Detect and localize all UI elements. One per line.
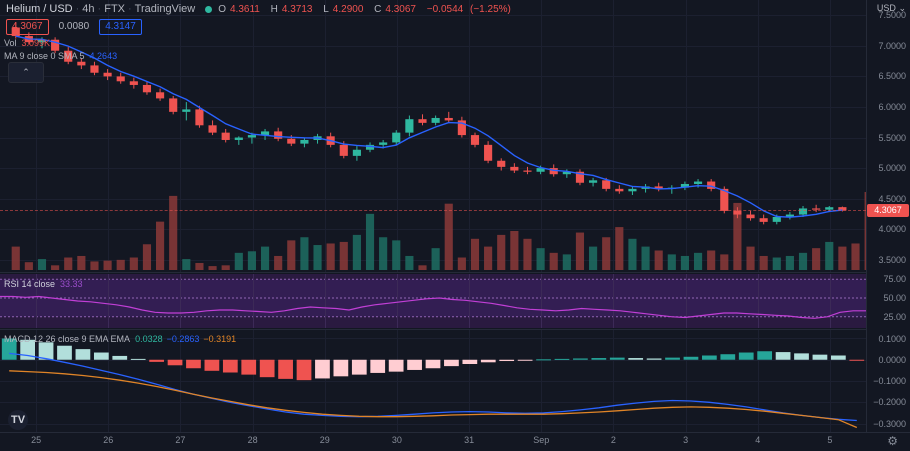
time-axis[interactable] (0, 432, 910, 451)
macd-tick: −0.1000 (873, 376, 906, 386)
pane-divider-macd (0, 329, 910, 330)
ohlc-open-key: O (218, 3, 226, 15)
axis-divider (866, 0, 867, 432)
ohlc-low-key: L (323, 3, 329, 15)
collapse-pane-button[interactable]: ⌃ (8, 62, 44, 83)
price-tick: 4.5000 (878, 193, 906, 204)
time-axis-divider (0, 432, 910, 433)
price-badges: 4.3067 0.0080 4.3147 (6, 19, 142, 35)
time-tick: 26 (103, 435, 114, 445)
title-sep-3: · (128, 3, 132, 15)
badge-high[interactable]: 4.3147 (99, 19, 142, 35)
price-tick: 5.5000 (878, 132, 906, 143)
time-tick: 29 (319, 435, 330, 445)
price-tick: 4.0000 (878, 224, 906, 235)
gear-icon[interactable]: ⚙ (887, 434, 898, 448)
macd-legend-signal: −0.3191 (203, 334, 237, 344)
ohlc-close-value: 4.3067 (385, 3, 416, 15)
exchange-label[interactable]: FTX (104, 3, 125, 15)
ohlc-open-value: 4.3611 (230, 3, 260, 15)
time-tick: 28 (247, 435, 258, 445)
rsi-tick: 50.00 (883, 293, 906, 303)
tradingview-logo[interactable]: TV (8, 410, 28, 430)
macd-tick: −0.3000 (873, 418, 906, 429)
time-tick: 30 (391, 435, 402, 445)
title-sep-2: · (97, 3, 102, 15)
macd-legend-hist: 0.0328 (135, 334, 163, 344)
macd-tick: −0.2000 (873, 397, 906, 408)
macd-legend-line: −0.2863 (166, 334, 200, 344)
rsi-tick: 75.00 (883, 274, 906, 285)
rsi-legend[interactable]: RSI 14 close 33.33 (4, 279, 83, 289)
ohlc-change-pct: (−1.25%) (470, 3, 511, 15)
ma-legend-value: 4.2643 (89, 51, 118, 61)
chevron-down-icon: ⌄ (898, 3, 906, 13)
price-tick: 5.0000 (878, 163, 906, 174)
macd-tick: 0.1000 (878, 333, 906, 344)
badge-mid[interactable]: 0.0080 (58, 21, 90, 32)
ohlc-change: −0.0544 (426, 3, 464, 15)
symbol-title[interactable]: Helium / USD (6, 3, 73, 15)
title-sep-1: · (75, 3, 80, 15)
badge-low[interactable]: 4.3067 (6, 19, 49, 35)
live-status-dot (205, 5, 213, 13)
price-tick: 3.5000 (878, 254, 906, 265)
price-axis[interactable]: USD ⌄ 7.5000 7.0000 6.5000 6.0000 5.5000 5.00… (866, 0, 910, 451)
time-tick: Sep (533, 435, 550, 445)
ma-legend-label: MA 9 close 0 SMA 5 (4, 51, 85, 61)
rsi-legend-label: RSI 14 close (4, 279, 56, 289)
price-pane[interactable] (0, 0, 866, 272)
ohlc-high-key: H (270, 3, 278, 15)
volume-legend-value: 3.099K (21, 38, 51, 48)
time-tick: 27 (175, 435, 186, 445)
time-tick: 2 (610, 435, 616, 445)
time-tick: 3 (683, 435, 689, 445)
axis-unit-label: USD (876, 3, 896, 13)
current-price-badge: 4.3067 (867, 204, 909, 218)
ohlc-close-key: C (374, 3, 382, 15)
rsi-tick: 25.00 (883, 311, 906, 322)
macd-legend[interactable]: MACD 12 26 close 9 EMA EMA 0.0328 −0.2863−… (4, 334, 236, 344)
time-tick: 31 (464, 435, 475, 445)
current-price-line (0, 210, 866, 212)
price-tick: 7.0000 (878, 40, 906, 51)
volume-legend-label: Vol (4, 38, 17, 48)
ma-legend[interactable]: MA 9 close 0 SMA 5 4.2643 (4, 51, 117, 61)
rsi-legend-value: 33.33 (60, 279, 83, 289)
volume-legend[interactable]: Vol 3.099K (4, 38, 50, 48)
ohlc-low-value: 4.2900 (332, 3, 364, 15)
time-tick: 4 (755, 435, 761, 445)
time-tick: 5 (827, 435, 833, 445)
source-label: TradingView (134, 3, 196, 15)
ohlc-readout: O 4.3611 H 4.3713 L 4.2900 C 4.3067 −0.0544 … (218, 4, 515, 15)
pane-divider-rsi (0, 272, 910, 273)
axis-unit[interactable]: USD ⌄ (877, 4, 906, 13)
price-tick: 7.5000 (878, 10, 906, 21)
rsi-pane[interactable] (0, 274, 866, 328)
macd-pane[interactable] (0, 330, 866, 432)
macd-legend-label: MACD 12 26 close 9 EMA EMA (4, 334, 131, 344)
price-tick: 6.5000 (878, 71, 906, 82)
price-tick: 6.0000 (878, 101, 906, 112)
ohlc-high-value: 4.3713 (281, 3, 313, 15)
interval-label[interactable]: 4h (82, 3, 95, 15)
macd-tick: 0.0000 (878, 354, 906, 365)
time-tick: 25 (31, 435, 42, 445)
